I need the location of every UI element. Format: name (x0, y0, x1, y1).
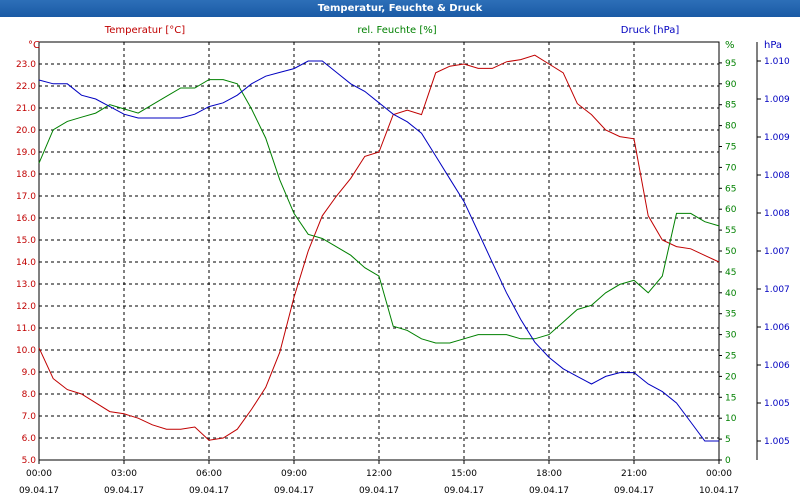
pressure-tick-label: 1.008 (764, 171, 790, 181)
temperature-tick-label: 15.0 (16, 236, 36, 246)
pressure-tick-label: 1.006 (764, 361, 790, 371)
x-time-label: 21:00 (621, 469, 647, 479)
temperature-series-line (38, 54, 720, 441)
x-time-label: 12:00 (366, 469, 392, 479)
pressure-tick-label: 1.006 (764, 323, 790, 333)
pressure-tick-label: 1.009 (764, 133, 790, 143)
x-time-label: 00:00 (706, 469, 732, 479)
humidity-tick-label: 80 (725, 122, 737, 132)
temperature-axis-unit: °C (28, 40, 40, 51)
humidity-tick-label: 50 (725, 247, 737, 257)
temperature-tick-label: 23.0 (16, 60, 36, 70)
x-time-label: 00:00 (26, 469, 52, 479)
humidity-tick-label: 0 (725, 456, 731, 466)
temperature-tick-label: 20.0 (16, 126, 36, 136)
x-date-label: 09.04.17 (19, 486, 59, 496)
x-time-label: 06:00 (196, 469, 222, 479)
pressure-tick-label: 1.010 (764, 57, 790, 67)
temperature-tick-label: 9.0 (22, 368, 37, 378)
humidity-tick-label: 20 (725, 372, 737, 382)
humidity-tick-label: 35 (725, 310, 736, 320)
x-date-label: 09.04.17 (189, 486, 229, 496)
humidity-series-line (38, 79, 720, 344)
pressure-tick-label: 1.007 (764, 247, 790, 257)
humidity-axis-unit: % (725, 40, 735, 51)
x-date-label: 09.04.17 (529, 486, 569, 496)
temperature-tick-label: 19.0 (16, 148, 36, 158)
temperature-tick-label: 8.0 (22, 390, 37, 400)
humidity-tick-label: 75 (725, 143, 736, 153)
temperature-tick-label: 17.0 (16, 192, 36, 202)
humidity-tick-label: 70 (725, 163, 737, 173)
temperature-tick-label: 18.0 (16, 170, 36, 180)
temperature-tick-label: 21.0 (16, 104, 36, 114)
pressure-tick-label: 1.008 (764, 209, 790, 219)
humidity-tick-label: 55 (725, 226, 736, 236)
humidity-tick-label: 25 (725, 352, 736, 362)
pressure-series-label: Druck [hPa] (621, 25, 680, 36)
temperature-tick-label: 6.0 (22, 434, 37, 444)
x-date-label: 09.04.17 (359, 486, 399, 496)
humidity-tick-label: 15 (725, 393, 736, 403)
x-date-label: 09.04.17 (444, 486, 484, 496)
pressure-tick-label: 1.009 (764, 95, 790, 105)
x-date-label: 09.04.17 (614, 486, 654, 496)
temperature-series-label: Temperatur [°C] (104, 25, 185, 36)
temperature-tick-label: 14.0 (16, 258, 36, 268)
pressure-tick-label: 1.005 (764, 437, 790, 447)
pressure-axis-unit: hPa (764, 40, 782, 51)
humidity-tick-label: 85 (725, 101, 736, 111)
pressure-tick-label: 1.007 (764, 285, 790, 295)
x-time-label: 09:00 (281, 469, 307, 479)
pressure-tick-label: 1.005 (764, 399, 790, 409)
window-title: Temperatur, Feuchte & Druck (0, 0, 800, 17)
humidity-tick-label: 5 (725, 435, 731, 445)
temperature-tick-label: 10.0 (16, 346, 36, 356)
humidity-tick-label: 60 (725, 205, 737, 215)
humidity-tick-label: 30 (725, 331, 737, 341)
x-date-label: 09.04.17 (104, 486, 144, 496)
temperature-tick-label: 22.0 (16, 82, 36, 92)
humidity-tick-label: 90 (725, 80, 737, 90)
temperature-tick-label: 12.0 (16, 302, 36, 312)
temperature-tick-label: 5.0 (22, 456, 37, 466)
pressure-series-line (38, 60, 719, 442)
x-time-label: 03:00 (111, 469, 137, 479)
x-date-label: 10.04.17 (699, 486, 739, 496)
x-time-label: 18:00 (536, 469, 562, 479)
plot-area-frame (38, 41, 720, 461)
temperature-tick-label: 16.0 (16, 214, 36, 224)
humidity-tick-label: 10 (725, 414, 737, 424)
temperature-tick-label: 11.0 (16, 324, 36, 334)
x-time-label: 15:00 (451, 469, 477, 479)
humidity-series-label: rel. Feuchte [%] (357, 25, 436, 36)
x-date-label: 09.04.17 (274, 486, 314, 496)
temperature-tick-label: 13.0 (16, 280, 36, 290)
chart-canvas: 5.0 6.0 7.0 8.0 9.0 10.0 11.0 12.0 13.0 14.0 15.0 1… (16, 25, 790, 496)
humidity-tick-label: 45 (725, 268, 736, 278)
humidity-tick-label: 65 (725, 184, 736, 194)
humidity-tick-label: 40 (725, 289, 737, 299)
temperature-tick-label: 7.0 (22, 412, 37, 422)
humidity-tick-label: 95 (725, 59, 736, 69)
